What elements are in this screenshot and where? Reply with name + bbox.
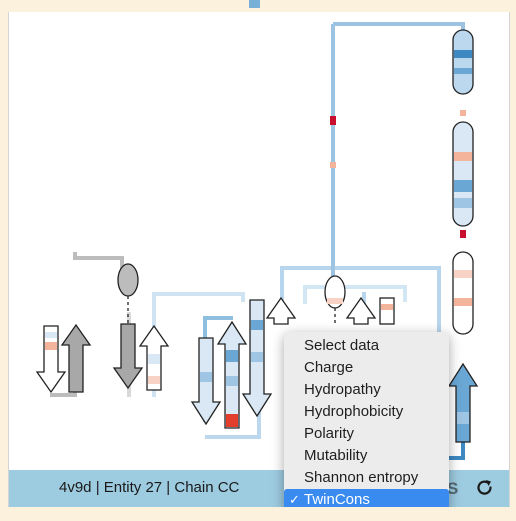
loop-connector [73, 252, 124, 272]
beta-strand-up [447, 362, 479, 443]
helix-band [454, 152, 472, 161]
beta-strand-up [216, 320, 248, 429]
loop-connector [303, 285, 407, 304]
strand-band [226, 414, 238, 427]
topology-panel: 4v9d | Entity 27 | Chain CC S Select dat… [8, 12, 510, 507]
residue-marker [330, 116, 336, 125]
helix-band [454, 198, 472, 208]
strand-band [226, 350, 238, 362]
helix-band [454, 270, 472, 278]
dropdown-option-shannon-entropy[interactable]: Shannon entropy [304, 469, 419, 486]
beta-strand-up [265, 296, 297, 325]
strand-band [251, 352, 263, 362]
alpha-helix [452, 121, 474, 227]
alpha-helix [117, 263, 139, 297]
strand-band [148, 354, 160, 364]
dropdown-option-hydropathy[interactable]: Hydropathy [304, 381, 381, 398]
dropdown-option-polarity[interactable]: Polarity [304, 425, 355, 442]
residue-marker [460, 110, 466, 116]
helix-band [454, 68, 472, 74]
beta-strand-down [112, 323, 144, 390]
beta-strand [379, 297, 395, 325]
dropdown-option-twincons[interactable]: ✓ TwinCons [284, 489, 449, 507]
chain-info-label: 4v9d | Entity 27 | Chain CC [59, 479, 240, 496]
strand-band [226, 376, 238, 386]
dropdown-option-mutability[interactable]: Mutability [304, 447, 368, 464]
beta-strand-down [35, 325, 67, 394]
check-icon: ✓ [289, 492, 300, 507]
helix-band [454, 180, 472, 192]
residue-marker [330, 162, 336, 168]
footer-partial-text: S [447, 479, 459, 498]
strand-band [200, 372, 212, 382]
strand-band [45, 342, 57, 350]
dropdown-option-select-data[interactable]: Select data [304, 337, 380, 354]
panel-resize-handle[interactable] [249, 0, 260, 8]
strand-band [45, 332, 57, 338]
beta-strand-up [345, 296, 377, 325]
helix-band [454, 50, 472, 58]
residue-marker [460, 230, 466, 238]
strand-band [381, 304, 393, 310]
strand-band [148, 376, 160, 384]
loop-connector [333, 22, 465, 34]
data-select-dropdown[interactable]: Select data Charge Hydropathy Hydrophobi… [284, 332, 449, 507]
strand-band [457, 412, 469, 424]
beta-strand-up [60, 323, 92, 393]
refresh-icon[interactable] [475, 478, 495, 498]
dropdown-option-charge[interactable]: Charge [304, 359, 354, 376]
dropdown-option-hydrophobicity[interactable]: Hydrophobicity [304, 403, 404, 420]
helix-band [327, 298, 343, 304]
alpha-helix [452, 29, 474, 95]
helix-band [454, 298, 472, 306]
strand-band [251, 320, 263, 330]
alpha-helix [452, 251, 474, 335]
